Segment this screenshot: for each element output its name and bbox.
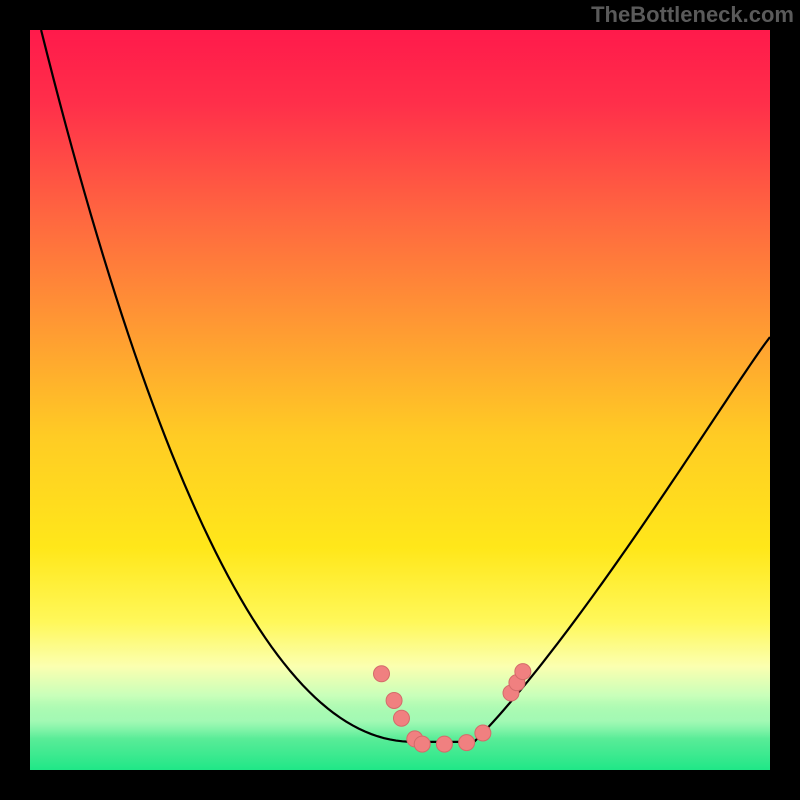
data-marker: [475, 725, 491, 741]
watermark-text: TheBottleneck.com: [591, 2, 794, 28]
chart-container: TheBottleneck.com: [0, 0, 800, 800]
data-marker: [515, 664, 531, 680]
data-marker: [393, 710, 409, 726]
bottleneck-chart: [0, 0, 800, 800]
data-marker: [459, 735, 475, 751]
data-marker: [374, 666, 390, 682]
data-marker: [386, 692, 402, 708]
data-marker: [436, 736, 452, 752]
data-marker: [414, 736, 430, 752]
plot-gradient-background: [30, 30, 770, 770]
